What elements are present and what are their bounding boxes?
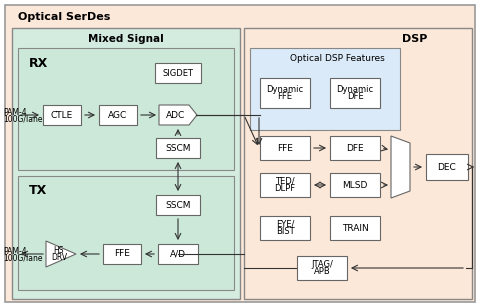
Bar [18,48,234,170]
Text: DEC: DEC [438,162,456,172]
Text: Optical SerDes: Optical SerDes [18,12,110,22]
Text: A/D: A/D [170,250,186,258]
Text: Mixed Signal: Mixed Signal [88,34,164,44]
Bar [330,216,380,240]
Text: FFE: FFE [277,92,292,101]
Text: BIST: BIST [276,227,294,236]
Bar [426,154,468,180]
Bar [260,78,310,108]
Text: SSCM: SSCM [165,143,191,153]
Text: TED/: TED/ [275,177,295,186]
Bar [103,244,141,264]
Bar [330,78,380,108]
Bar [158,244,198,264]
Bar [260,136,310,160]
Bar [43,105,81,125]
Polygon shape [46,241,76,267]
Text: DSP: DSP [402,34,428,44]
Bar [260,216,310,240]
Text: EYE/: EYE/ [276,220,294,229]
Bar [260,173,310,197]
Text: DRV: DRV [51,254,67,262]
Bar [330,173,380,197]
Bar [156,138,200,158]
Bar [12,28,240,299]
Text: Dynamic: Dynamic [336,85,373,94]
Text: FFE: FFE [114,250,130,258]
Text: CTLE: CTLE [51,111,73,119]
Bar [330,136,380,160]
Text: 100G/lane: 100G/lane [3,115,43,123]
Bar [244,28,472,299]
Text: Dynamic: Dynamic [266,85,303,94]
Text: JTAG/: JTAG/ [311,260,333,269]
Bar [99,105,137,125]
Text: HS: HS [54,246,64,255]
Text: MLSD: MLSD [342,181,368,189]
Text: PAM-4: PAM-4 [3,247,26,255]
Text: AGC: AGC [108,111,128,119]
Text: 100G/lane: 100G/lane [3,254,43,262]
Polygon shape [391,136,410,198]
Bar [155,63,201,83]
Text: SIGDET: SIGDET [163,68,193,77]
Text: RX: RX [28,56,48,69]
Text: Optical DSP Features: Optical DSP Features [290,53,385,63]
Bar [18,176,234,290]
Text: DLPF: DLPF [275,184,296,193]
Text: DFE: DFE [346,143,364,153]
Text: PAM-4: PAM-4 [3,107,26,116]
Bar [156,195,200,215]
Text: TX: TX [29,184,47,196]
Bar [250,48,400,130]
Text: DFE: DFE [347,92,363,101]
Polygon shape [159,105,197,125]
Text: SSCM: SSCM [165,200,191,209]
Text: TRAIN: TRAIN [342,223,368,232]
Text: APB: APB [313,267,330,276]
Text: ADC: ADC [167,111,186,119]
Bar [297,256,347,280]
Text: FFE: FFE [277,143,293,153]
